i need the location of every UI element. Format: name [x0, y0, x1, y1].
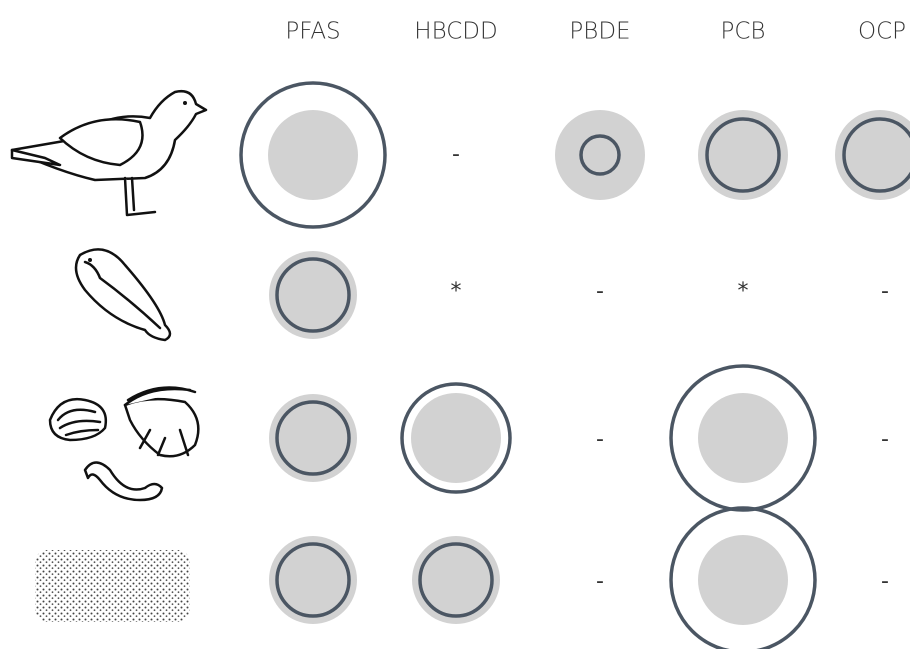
- cell-mark: -: [452, 142, 460, 167]
- benthos-icon: [48, 386, 200, 502]
- outline-circle: [275, 400, 351, 476]
- column-header: PBDE: [569, 19, 630, 45]
- gull-icon: [10, 90, 208, 217]
- grey-circle: [698, 393, 788, 483]
- cell-mark: *: [738, 279, 749, 304]
- cell-mark: -: [881, 279, 889, 304]
- grey-circle: [269, 536, 357, 624]
- grey-circle: [555, 110, 645, 200]
- fish-icon: [74, 248, 172, 342]
- grey-circle: [269, 394, 357, 482]
- column-header: OCP: [858, 19, 906, 45]
- cell-mark: -: [596, 279, 604, 304]
- cell-mark: -: [596, 569, 604, 594]
- cell-mark: -: [881, 569, 889, 594]
- column-header: HBCDD: [414, 19, 497, 45]
- grey-circle: [268, 110, 358, 200]
- column-header: PCB: [721, 19, 766, 45]
- column-header: PFAS: [285, 19, 340, 45]
- outline-circle: [418, 542, 494, 618]
- outline-circle: [669, 364, 817, 512]
- grey-circle: [411, 393, 501, 483]
- outline-circle: [842, 117, 910, 193]
- cell-mark: -: [881, 427, 889, 452]
- outline-circle: [579, 134, 621, 176]
- cell-mark: *: [451, 279, 462, 304]
- grey-circle: [698, 110, 788, 200]
- circles: [239, 81, 910, 649]
- outline-circle: [275, 542, 351, 618]
- outline-circle: [275, 257, 351, 333]
- outline-circle: [705, 117, 781, 193]
- grey-circle: [412, 536, 500, 624]
- sediment-icon: [35, 550, 190, 622]
- outline-circle: [400, 382, 512, 494]
- grey-circle: [269, 251, 357, 339]
- outline-circle: [669, 506, 817, 649]
- cell-mark: -: [596, 427, 604, 452]
- grey-circle: [698, 535, 788, 625]
- outline-circle: [239, 81, 387, 229]
